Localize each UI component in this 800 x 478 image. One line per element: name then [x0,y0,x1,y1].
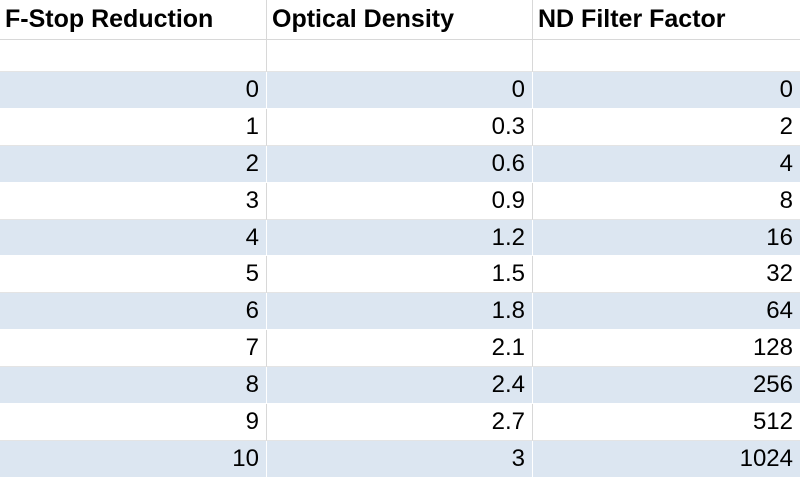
table-cell: 0 [533,72,800,109]
table-cell: 16 [533,219,800,257]
table-cell: 8 [533,183,800,220]
header-cell: F-Stop Reduction [0,0,267,40]
table-cell: 8 [0,367,267,405]
table-cell: 1 [0,108,267,146]
table-cell: 5 [0,256,267,294]
table-cell: 1024 [533,440,800,478]
table-cell: 2 [0,145,267,183]
table-cell: 9 [0,404,267,441]
table-cell: 0.6 [267,145,533,183]
table-cell: 4 [533,145,800,183]
header-cell: Optical Density [267,0,533,40]
blank-cell [0,40,267,72]
table-cell: 6 [0,293,267,331]
table-cell: 4 [0,219,267,257]
table-cell: 2 [533,109,800,146]
blank-cell [533,40,800,72]
table-cell: 512 [533,404,800,441]
table-cell: 0.3 [267,108,533,146]
table-cell: 0 [0,72,267,109]
table-cell: 1.2 [267,219,533,257]
table-cell: 3 [267,440,533,478]
table-cell: 3 [0,182,267,220]
table-cell: 32 [533,256,800,294]
table-cell: 0 [267,72,533,109]
table-cell: 1.8 [267,293,533,331]
table-cell: 64 [533,293,800,331]
table-cell: 2.7 [267,404,533,441]
table-cell: 0.9 [267,182,533,220]
table-cell: 128 [533,330,800,368]
blank-cell [267,40,533,72]
table-cell: 10 [0,440,267,478]
table-cell: 256 [533,367,800,405]
table-cell: 2.1 [267,330,533,368]
table-cell: 1.5 [267,256,533,294]
table-cell: 7 [0,330,267,368]
table-cell: 2.4 [267,367,533,405]
header-cell: ND Filter Factor [533,0,800,40]
